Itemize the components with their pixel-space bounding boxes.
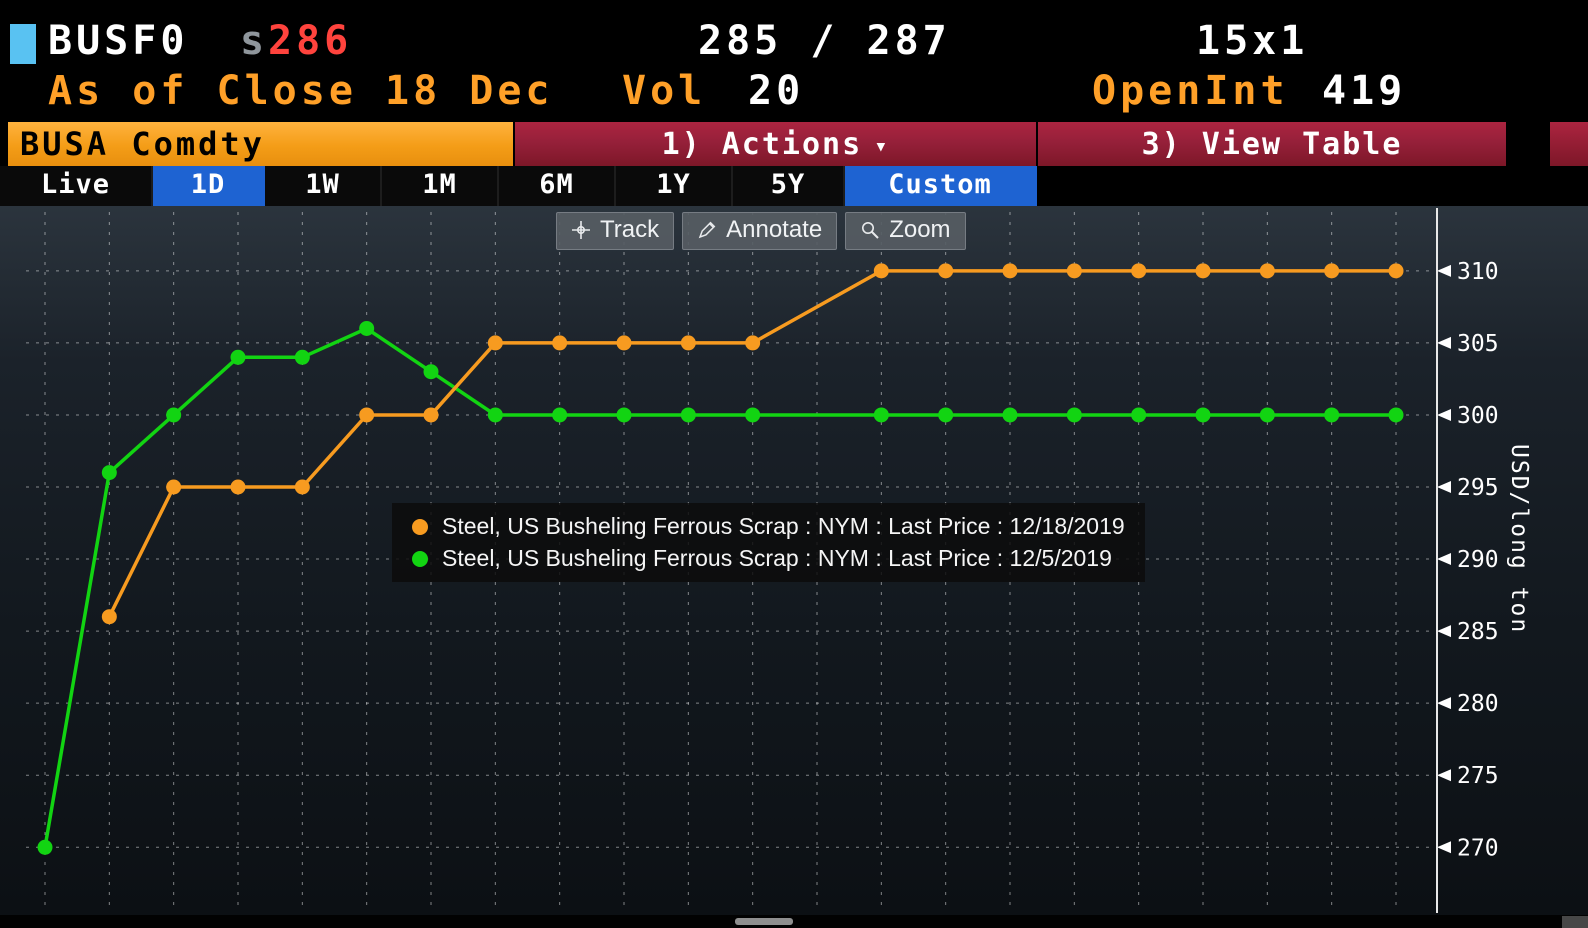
legend-dot-orange [412,518,428,535]
security-header: BUSF0 s 286 285 / 287 15x1 As of Close 1… [0,0,1588,122]
horizontal-scrollbar-thumb[interactable] [735,918,793,925]
svg-text:295: 295 [1457,475,1499,501]
as-of-close-label: As of Close 18 Dec [48,68,554,114]
bid-ask-quote: 285 / 287 [698,18,951,64]
command-bar-edge [1550,122,1588,166]
ticker-symbol: BUSF0 [48,18,189,64]
svg-text:305: 305 [1457,331,1499,357]
legend-label: Steel, US Busheling Ferrous Scrap : NYM … [442,545,1112,571]
actions-label: 1) Actions [661,126,863,162]
security-class-square [10,24,36,64]
price-chart-canvas[interactable]: 270 275 280 285 290 295 300 305 310 [0,206,1588,915]
track-button[interactable]: Track [556,212,675,250]
security-command-field[interactable]: BUSA Comdty [8,122,513,166]
last-price: 286 [268,18,353,64]
svg-text:285: 285 [1457,619,1499,645]
svg-text:290: 290 [1457,547,1499,573]
y-axis-title: USD/long ton [1506,444,1532,635]
zoom-label: Zoom [889,216,951,243]
tab-6m[interactable]: 6M [499,166,616,206]
legend-dot-green [412,550,428,567]
open-interest-label: OpenInt [1092,68,1289,114]
zoom-button[interactable]: Zoom [845,212,966,250]
chart-legend: Steel, US Busheling Ferrous Scrap : NYM … [392,503,1145,582]
chart-toolbar: Track Annotate Zoom [556,212,966,250]
legend-item-current-curve[interactable]: Steel, US Busheling Ferrous Scrap : NYM … [412,513,1125,540]
open-interest-value: 419 [1322,68,1407,114]
tab-1w[interactable]: 1W [265,166,382,206]
annotate-label: Annotate [726,216,823,243]
actions-menu-button[interactable]: 1) Actions ▾ [515,122,1036,166]
tab-1y[interactable]: 1Y [616,166,733,206]
command-bar: BUSA Comdty 1) Actions ▾ 3) View Table [0,122,1588,166]
svg-text:270: 270 [1457,835,1499,861]
volume-label: Vol [622,68,707,114]
zoom-magnifier-icon [860,220,880,240]
legend-label: Steel, US Busheling Ferrous Scrap : NYM … [442,513,1125,539]
chevron-down-icon: ▾ [874,133,890,159]
security-name: BUSA Comdty [20,125,265,163]
view-table-label: 3) View Table [1141,126,1403,162]
svg-text:280: 280 [1457,691,1499,717]
svg-text:310: 310 [1457,259,1499,285]
horizontal-scrollbar [0,915,1588,928]
range-tab-bar: Live 1D 1W 1M 6M 1Y 5Y Custom [0,166,1588,206]
track-icon [571,220,591,240]
tab-1m[interactable]: 1M [382,166,499,206]
resize-grip[interactable] [1562,916,1588,928]
tab-custom[interactable]: Custom [845,166,1037,206]
view-table-button[interactable]: 3) View Table [1038,122,1506,166]
annotate-button[interactable]: Annotate [682,212,838,250]
session-indicator: s [240,18,269,64]
track-label: Track [600,216,660,243]
tab-5y[interactable]: 5Y [733,166,845,206]
tab-1d[interactable]: 1D [153,166,265,206]
lot-size: 15x1 [1196,18,1309,64]
svg-text:275: 275 [1457,763,1499,789]
chart-area[interactable]: 270 275 280 285 290 295 300 305 310 Track Annota… [0,206,1588,915]
volume-value: 20 [748,68,805,114]
annotate-pencil-icon [697,220,717,240]
tab-live[interactable]: Live [0,166,153,206]
svg-text:300: 300 [1457,403,1499,429]
legend-item-prior-curve[interactable]: Steel, US Busheling Ferrous Scrap : NYM … [412,545,1125,572]
